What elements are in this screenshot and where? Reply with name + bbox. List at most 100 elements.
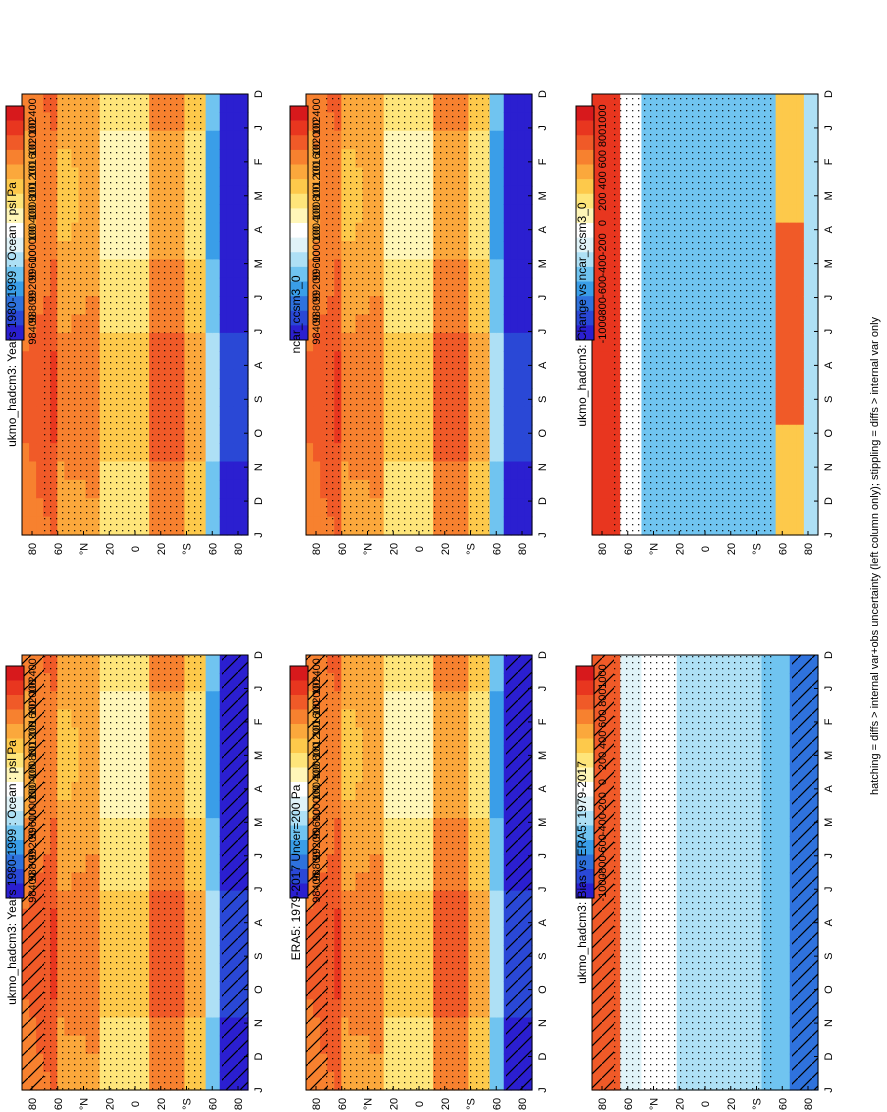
heat-cell — [510, 314, 519, 334]
heat-cell — [524, 498, 533, 518]
month-label: D — [537, 651, 549, 659]
heat-cell — [510, 332, 519, 352]
colorbar-swatch — [6, 738, 24, 754]
heat-cell — [599, 516, 607, 536]
heat-cell — [36, 296, 44, 316]
heat-cell — [205, 351, 214, 371]
lat-label: 80 — [27, 1098, 39, 1110]
lat-label: 60 — [337, 1098, 349, 1110]
heat-cell — [489, 204, 498, 224]
colorbar-frame — [289, 665, 309, 899]
lat-label: 80 — [517, 543, 529, 555]
heat-cell — [320, 149, 328, 169]
heat-cell — [320, 222, 328, 242]
heat-cell — [36, 130, 44, 150]
month-label: D — [823, 651, 835, 659]
heat-cell — [205, 872, 214, 892]
colorbar-swatch — [290, 208, 308, 224]
heat-cell — [240, 167, 249, 187]
heat-cell — [496, 406, 505, 426]
lat-label: 20 — [674, 1098, 686, 1110]
heat-cell — [510, 222, 519, 242]
heat-cell — [803, 498, 812, 518]
heat-cell — [775, 945, 784, 964]
heat-cell — [789, 479, 798, 499]
heat-cell — [503, 94, 512, 113]
heat-cell — [22, 461, 30, 481]
colorbar-label: 100000 — [27, 226, 39, 263]
heat-cell — [36, 185, 44, 205]
heat-cell — [517, 296, 526, 316]
heat-cell — [29, 185, 37, 205]
heat-cell — [489, 406, 498, 426]
heat-cell — [212, 836, 221, 855]
colorbar-swatch — [576, 666, 594, 681]
heat-cell — [592, 259, 600, 279]
heat-cell — [782, 314, 791, 334]
heat-cell — [205, 185, 214, 205]
heat-cell — [524, 204, 533, 224]
heat-cell — [524, 406, 533, 426]
colorbar-swatch — [290, 223, 308, 238]
heat-cell — [320, 130, 328, 150]
heat-cell — [510, 296, 519, 316]
heat-cell — [320, 259, 328, 279]
month-label: A — [253, 225, 265, 233]
heat-cell — [803, 94, 812, 113]
month-label: M — [823, 818, 835, 827]
colorbar-label: -400 — [597, 813, 609, 835]
heat-cell — [240, 351, 249, 371]
heat-cell — [29, 369, 37, 389]
colorbar-swatch — [290, 296, 308, 312]
heat-cell — [789, 424, 798, 444]
colorbar-label: 102000 — [311, 120, 323, 157]
lat-label: °N — [363, 543, 375, 555]
heat-cell — [240, 130, 249, 150]
month-label: A — [823, 918, 835, 926]
lat-label: °S — [466, 1098, 478, 1110]
heat-cell — [599, 259, 607, 279]
heat-cell — [496, 1053, 505, 1073]
heat-cell — [29, 222, 37, 242]
heat-cell — [36, 259, 44, 279]
heat-cell — [240, 443, 249, 463]
heat-cell — [592, 314, 600, 334]
month-label: M — [253, 751, 265, 760]
colorbar-swatch — [6, 680, 24, 696]
heat-cell — [205, 204, 214, 224]
heat-cell — [524, 112, 533, 132]
heat-cell — [36, 479, 44, 499]
colorbar-swatch — [290, 840, 308, 855]
heat-cell — [503, 241, 512, 260]
month-label: D — [253, 90, 265, 98]
heat-cell — [782, 167, 791, 187]
heat-cell — [496, 424, 505, 444]
heat-cell — [496, 963, 505, 982]
heat-cell — [810, 277, 819, 297]
heat-cell — [233, 461, 242, 481]
month-label: F — [253, 158, 265, 165]
colorbar-label: 102000 — [27, 679, 39, 716]
heat-cell — [212, 926, 221, 946]
heat-cell — [796, 259, 805, 279]
heat-cell — [592, 130, 600, 150]
heat-cell — [29, 479, 37, 499]
heat-cell — [212, 763, 221, 783]
heat-cell — [313, 461, 321, 481]
colorbar-swatch — [290, 149, 308, 165]
colorbar-frame — [5, 105, 25, 341]
colorbar-label: 100800 — [27, 183, 39, 220]
heat-cell — [810, 332, 819, 352]
lat-label: 20 — [388, 543, 400, 555]
heat-cell — [775, 388, 784, 407]
hatching-north — [306, 655, 328, 1090]
heat-cell — [496, 691, 505, 710]
heat-cell — [36, 388, 44, 407]
heat-cell — [782, 351, 791, 371]
month-label: M — [823, 751, 835, 760]
heat-cell — [489, 130, 498, 150]
heat-cell — [219, 406, 228, 426]
heat-cell — [803, 332, 812, 352]
heat-cell — [233, 130, 242, 150]
